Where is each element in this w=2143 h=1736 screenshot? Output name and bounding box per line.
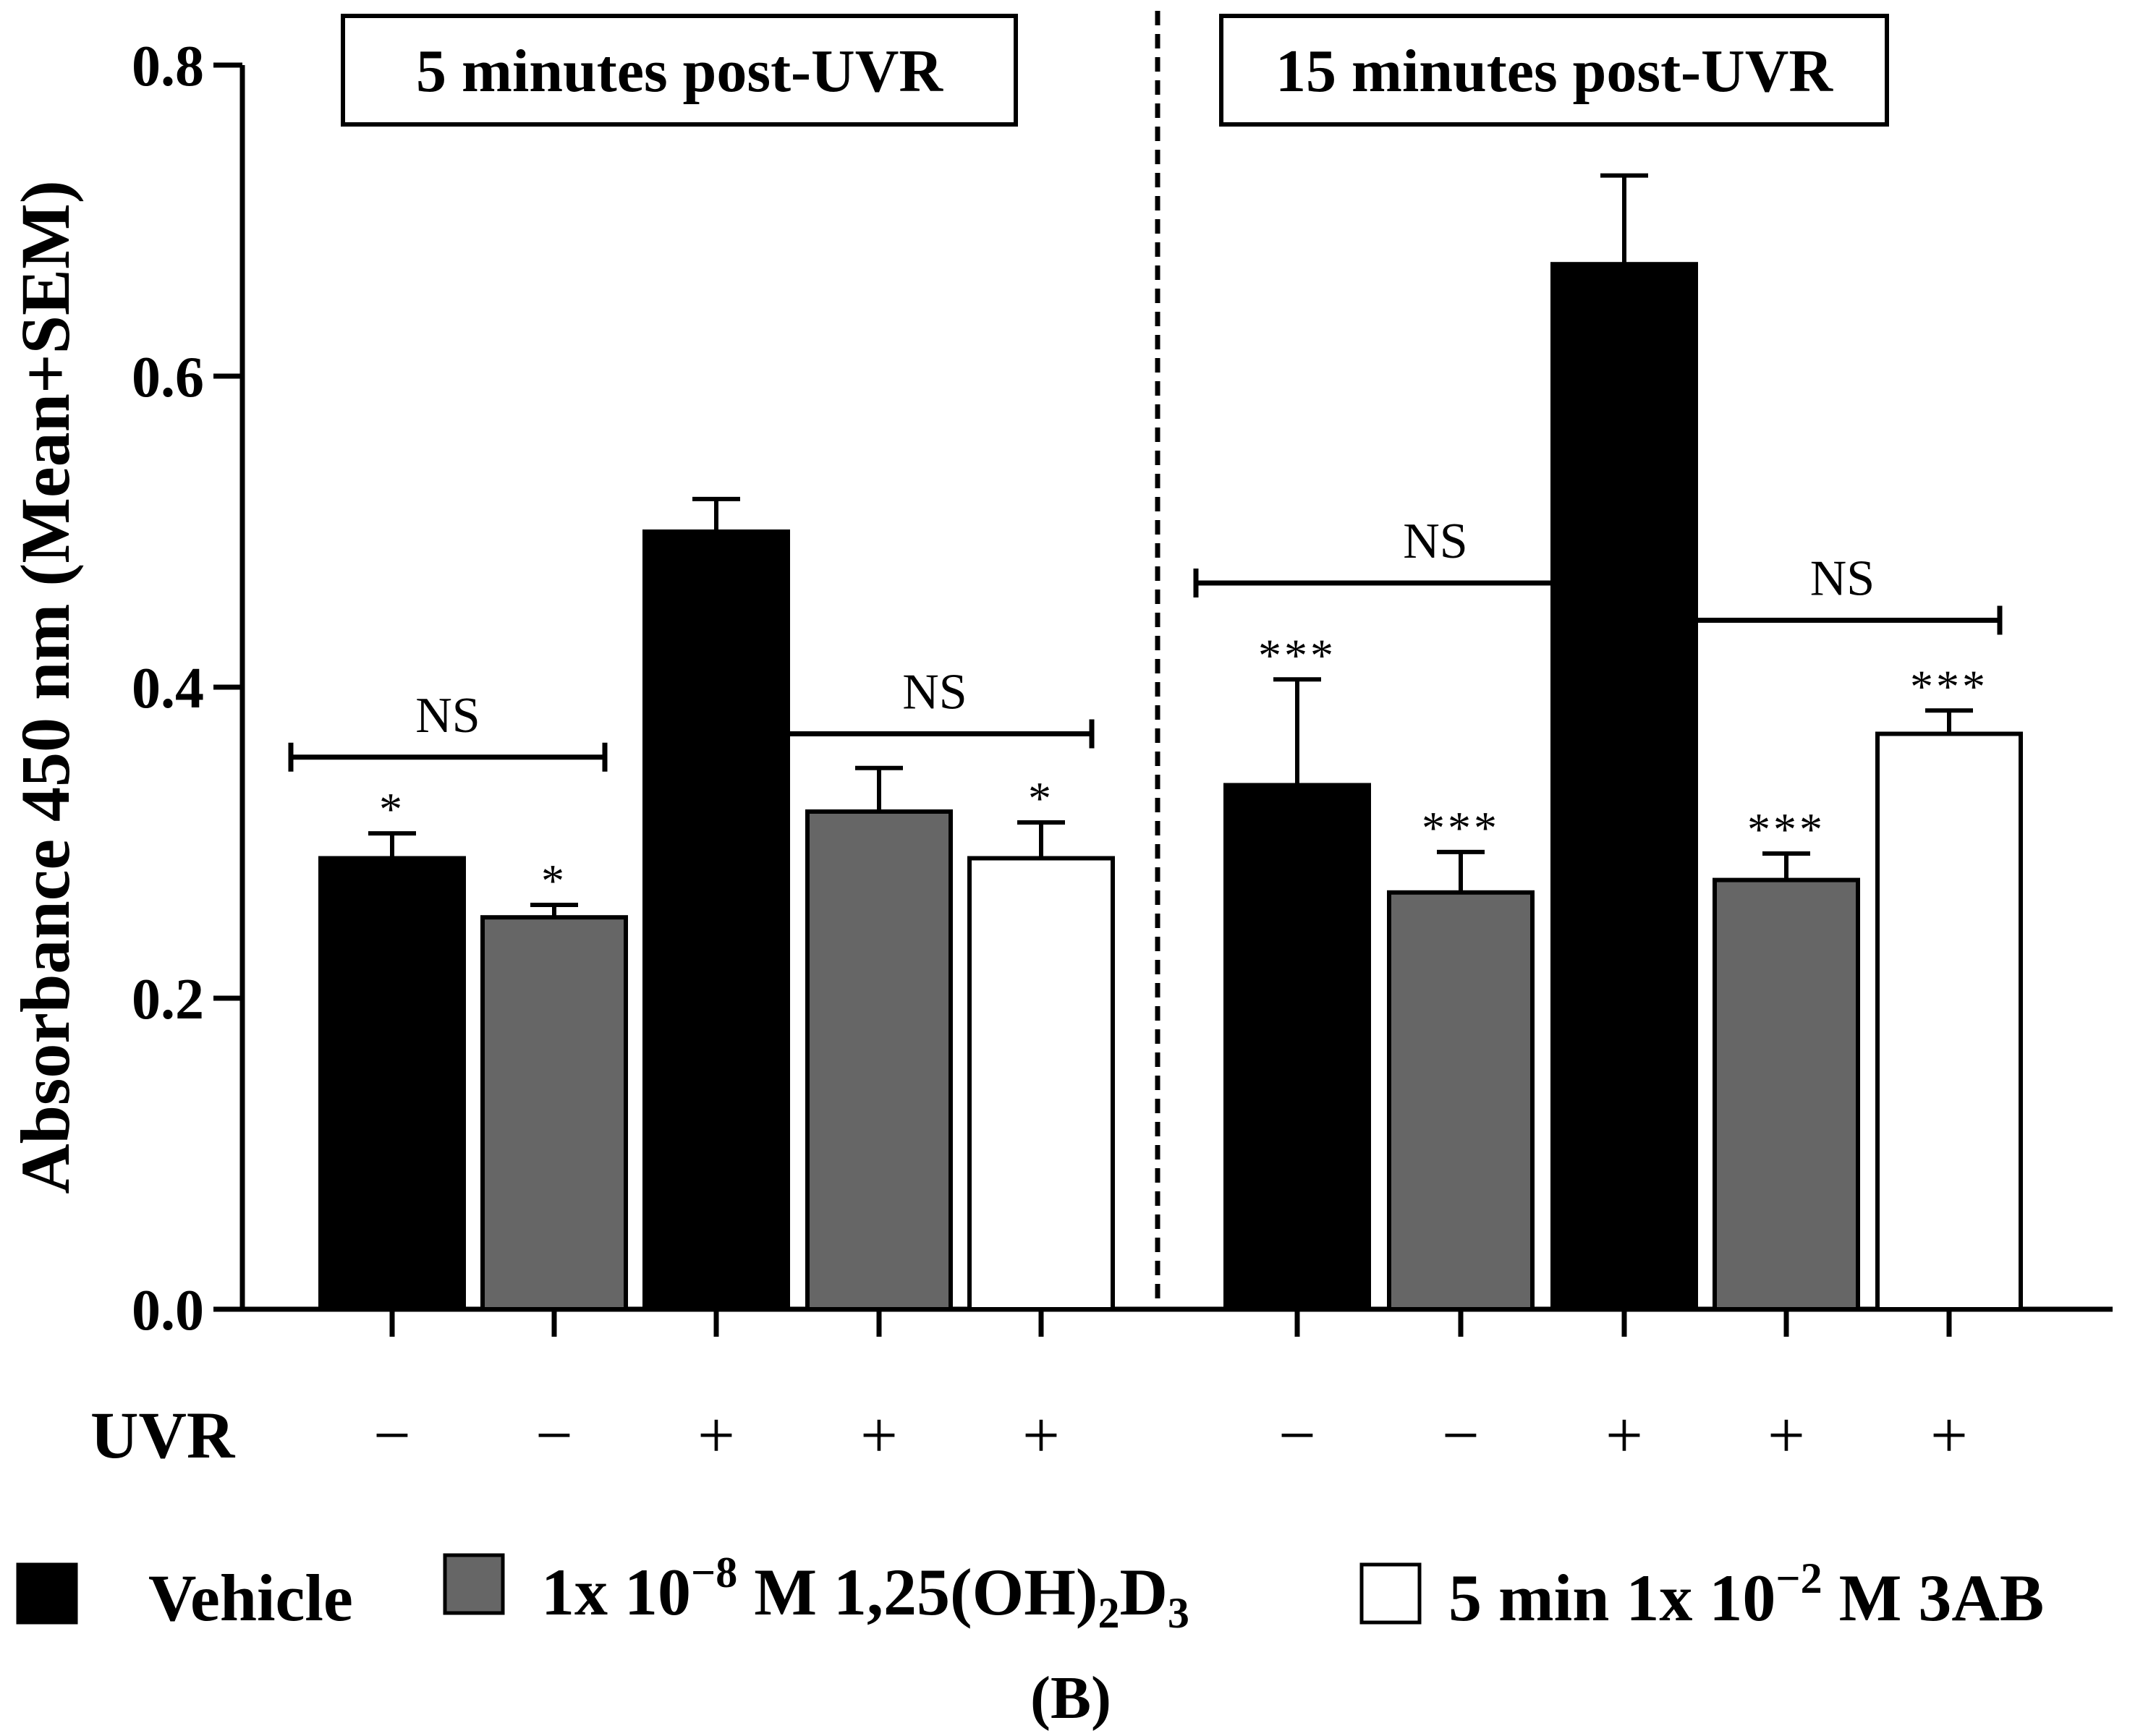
legend-swatch-vehicle	[16, 1562, 78, 1625]
legend-3ab-part-1: 5 min 1x 10	[1448, 1561, 1775, 1635]
legend-vitd-part-2: M 1,25(OH)	[737, 1555, 1098, 1629]
y-tick-label: 0.2	[132, 968, 204, 1031]
group-title-15min: 15 minutes post-UVR	[1276, 38, 1833, 105]
legend-label-vitd: 1x 10−8 M 1,25(OH)2D3	[541, 1549, 1189, 1637]
bar-vehicle	[318, 856, 466, 1311]
bar-vehicle	[1550, 262, 1698, 1312]
uvr-sign: −	[373, 1398, 411, 1472]
legend-label-3ab: 5 min 1x 10−2 M 3AB	[1448, 1554, 2044, 1635]
bar-vitd	[480, 915, 628, 1311]
y-tick-label: 0.8	[132, 35, 204, 98]
x-ticks	[389, 1309, 1952, 1337]
legend-3ab-exponent: −2	[1775, 1554, 1822, 1602]
uvr-sign: +	[1022, 1398, 1060, 1472]
significance-marker: ***	[1747, 804, 1825, 855]
significance-marker: ***	[1422, 802, 1500, 854]
significance-marker: ***	[1910, 660, 1988, 712]
significance-marker: ***	[1258, 629, 1336, 681]
legend-vitd-subscript-3: 3	[1168, 1589, 1189, 1637]
bar-3ab	[967, 856, 1115, 1311]
uvr-sign: +	[1930, 1398, 1968, 1472]
uvr-sign: −	[1278, 1398, 1316, 1472]
y-tick-label: 0.6	[132, 346, 204, 409]
legend-vitd-part-1: 1x 10	[541, 1555, 691, 1629]
uvr-signs: − − + + + − − + + +	[373, 1398, 1968, 1472]
legend-vitd-subscript-2: 2	[1098, 1589, 1119, 1637]
legend-swatch-3ab	[1359, 1562, 1422, 1625]
uvr-sign: −	[1442, 1398, 1480, 1472]
y-ticks: 0.0 0.2 0.4 0.6 0.8	[132, 35, 242, 1343]
ns-label: NS	[902, 665, 967, 720]
uvr-sign: +	[1605, 1398, 1643, 1472]
bar-vitd	[1387, 890, 1535, 1312]
legend-3ab-part-2: M 3AB	[1822, 1561, 2045, 1635]
group-title-box-15min	[1219, 14, 1889, 127]
group-title-box-5min	[341, 14, 1018, 127]
bar-vehicle	[642, 529, 790, 1311]
significance-marker: *	[541, 855, 567, 906]
ns-label: NS	[1403, 514, 1467, 569]
uvr-sign: +	[1768, 1398, 1805, 1472]
legend-vitd-part-d: D	[1119, 1555, 1167, 1629]
group-title-5min: 5 minutes post-UVR	[416, 38, 943, 105]
legend-label-vehicle: Vehicle	[148, 1561, 353, 1635]
y-tick-label: 0.0	[132, 1279, 204, 1343]
bar-3ab	[1875, 731, 2023, 1311]
legend: Vehicle 1x 10−8 M 1,25(OH)2D3 5 min 1x 1…	[16, 1549, 2044, 1637]
significance-marker: *	[1028, 773, 1054, 824]
bar-vehicle	[1223, 783, 1371, 1311]
uvr-row-label: UVR	[90, 1398, 236, 1472]
bar-vitd	[1713, 877, 1860, 1311]
uvr-sign: +	[860, 1398, 898, 1472]
significance-marker: *	[379, 783, 405, 835]
legend-vitd-exponent: −8	[691, 1549, 737, 1596]
y-axis-label: Absorbance 450 nm (Mean+SEM)	[7, 180, 84, 1194]
uvr-sign: −	[535, 1398, 573, 1472]
y-tick-label: 0.4	[132, 657, 204, 720]
uvr-sign: +	[697, 1398, 735, 1472]
legend-swatch-vitd	[443, 1553, 505, 1615]
panel-label: (B)	[1030, 1664, 1111, 1732]
bar-vitd	[805, 809, 953, 1311]
ns-label: NS	[415, 688, 480, 744]
ns-label: NS	[1810, 551, 1875, 607]
